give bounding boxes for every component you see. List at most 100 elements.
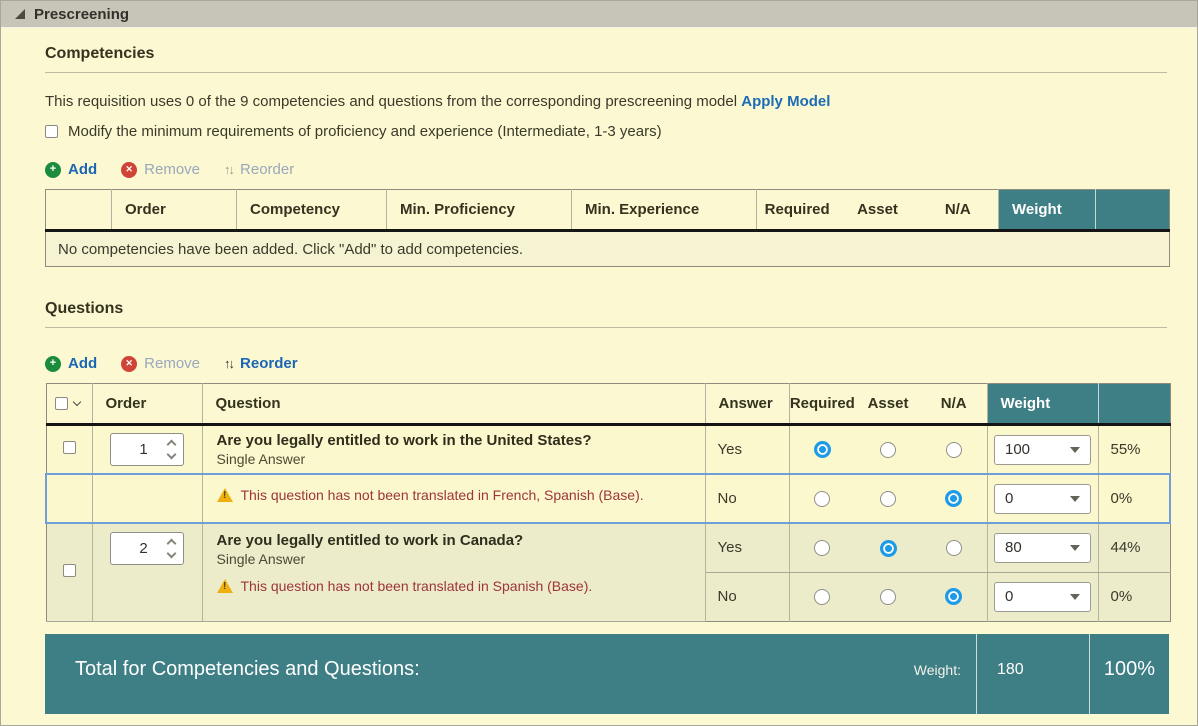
competencies-table: Order Competency Min. Proficiency Min. E… (45, 189, 1170, 267)
order-value: 2 (139, 540, 148, 557)
panel-title: Prescreening (34, 5, 130, 23)
questions-add-button[interactable]: + Add (45, 355, 97, 372)
weight-value: 100 (1005, 441, 1031, 458)
required-radio[interactable] (814, 589, 831, 606)
spinner-down-icon[interactable] (166, 449, 177, 460)
add-plus-icon: + (45, 161, 61, 178)
answer-label-cell: Yes (705, 424, 790, 475)
competencies-remove-button: ✕ Remove (121, 161, 200, 178)
required-radio[interactable] (814, 491, 831, 508)
weight-value: 0 (1005, 490, 1014, 507)
asset-header: Asset (867, 395, 909, 412)
row-select-cell (46, 523, 93, 622)
question-1-checkbox[interactable] (62, 441, 76, 454)
competencies-header-row: Order Competency Min. Proficiency Min. E… (45, 189, 1170, 232)
add-plus-icon: + (45, 355, 61, 372)
question-2-yes-row: 2 Are you legally entitled to work in Ca… (46, 523, 1170, 622)
question-2-no-row: No 0 0% (46, 572, 1170, 621)
weight-value: 80 (1005, 539, 1022, 557)
select-all-checkbox[interactable] (54, 397, 68, 410)
required-radio[interactable] (813, 441, 831, 459)
weight-dropdown[interactable]: 80 (994, 532, 1091, 563)
question-1-yes-row: 1 Are you legally entitled to work in th… (46, 424, 1170, 475)
question-type: Single Answer (216, 551, 306, 567)
modify-minimum-checkbox[interactable] (45, 125, 58, 138)
weight-dropdown[interactable]: 0 (994, 581, 1091, 612)
spinner-down-icon[interactable] (166, 548, 177, 559)
total-label: Total for Competencies and Questions: (75, 658, 420, 680)
modify-minimum-label: Modify the minimum requirements of profi… (68, 123, 662, 140)
na-radio[interactable] (945, 442, 962, 459)
reorder-label: Reorder (240, 161, 295, 178)
answer-label-cell: No (705, 473, 790, 524)
competencies-required-asset-na-header: Required Asset N/A (756, 189, 999, 232)
percent-cell: 0% (1098, 473, 1171, 524)
weight-dropdown[interactable]: 0 (994, 483, 1091, 514)
prescreening-header-bar[interactable]: Prescreening (1, 1, 1197, 28)
competencies-weight-header: Weight (998, 189, 1096, 232)
panel-content: Competencies This requisition uses 0 of … (1, 45, 1197, 714)
asset-radio[interactable] (879, 539, 897, 557)
na-radio[interactable] (945, 540, 962, 557)
spinner-up-icon[interactable] (166, 439, 177, 450)
weight-cell: 100 (987, 424, 1099, 475)
questions-header-row: Order Question Answer Required Asset N/A… (46, 383, 1170, 426)
apply-model-link[interactable]: Apply Model (741, 93, 831, 110)
questions-percent-header (1098, 383, 1170, 426)
add-label: Add (68, 161, 98, 178)
total-bar: Total for Competencies and Questions: We… (45, 633, 1169, 714)
reorder-label: Reorder (240, 355, 298, 372)
competencies-add-button[interactable]: + Add (45, 161, 97, 178)
weight-dropdown[interactable]: 100 (994, 434, 1091, 465)
weight-cell: 0 (987, 473, 1099, 524)
asset-radio[interactable] (880, 491, 896, 508)
questions-reorder-button[interactable]: ↑↓ Reorder (224, 355, 298, 372)
order-cell: 1 (92, 424, 203, 475)
dropdown-arrow-icon (1070, 495, 1080, 502)
row-select-cell (45, 473, 93, 524)
translation-warning-cell: This question has not been translated in… (202, 473, 706, 524)
question-cell: Are you legally entitled to work in the … (202, 424, 706, 475)
na-radio[interactable] (945, 588, 963, 606)
question-1-order-spinner[interactable]: 1 (110, 433, 184, 466)
asset-header: Asset (857, 201, 898, 218)
competencies-empty-row: No competencies have been added. Click "… (45, 230, 1170, 267)
remove-x-icon: ✕ (121, 161, 138, 178)
competencies-section-title: Competencies (45, 45, 1167, 73)
warning-triangle-icon (216, 488, 233, 502)
order-value: 1 (139, 441, 148, 458)
percent-cell: 44% (1098, 523, 1170, 573)
translation-warning: This question has not been translated in… (216, 578, 695, 594)
asset-radio[interactable] (880, 589, 896, 606)
percent-cell: 0% (1098, 572, 1170, 621)
questions-order-header: Order (92, 383, 203, 426)
reorder-arrows-icon: ↑↓ (224, 162, 235, 177)
question-2-checkbox[interactable] (62, 563, 76, 577)
na-radio[interactable] (945, 490, 963, 508)
answer-label-cell: No (705, 572, 790, 621)
total-weight-label: Weight: (913, 661, 961, 678)
competencies-empty-message: No competencies have been added. Click "… (45, 230, 1170, 267)
na-header: N/A (940, 395, 967, 412)
collapse-triangle-icon[interactable] (15, 9, 25, 19)
competencies-percent-header (1095, 189, 1170, 232)
asset-radio[interactable] (880, 442, 896, 459)
total-divider (976, 633, 977, 714)
question-type: Single Answer (216, 451, 306, 467)
required-header: Required (789, 395, 855, 412)
required-radio[interactable] (814, 540, 831, 557)
warning-triangle-icon (216, 579, 233, 593)
questions-weight-header: Weight (987, 383, 1099, 426)
prescreening-model-sentence: This requisition uses 0 of the 9 compete… (45, 93, 1167, 110)
questions-required-asset-na-header: Required Asset N/A (789, 383, 988, 426)
question-text: Are you legally entitled to work in Cana… (216, 532, 524, 549)
required-header: Required (764, 201, 830, 218)
question-2-order-spinner[interactable]: 2 (110, 532, 184, 565)
spinner-up-icon[interactable] (166, 538, 177, 549)
competencies-toolbar: + Add ✕ Remove ↑↓ Reorder (45, 161, 1167, 178)
questions-section-title: Questions (45, 300, 1167, 328)
chevron-down-icon[interactable] (72, 397, 81, 407)
question-text: Are you legally entitled to work in the … (216, 432, 592, 449)
total-divider (1089, 633, 1090, 714)
